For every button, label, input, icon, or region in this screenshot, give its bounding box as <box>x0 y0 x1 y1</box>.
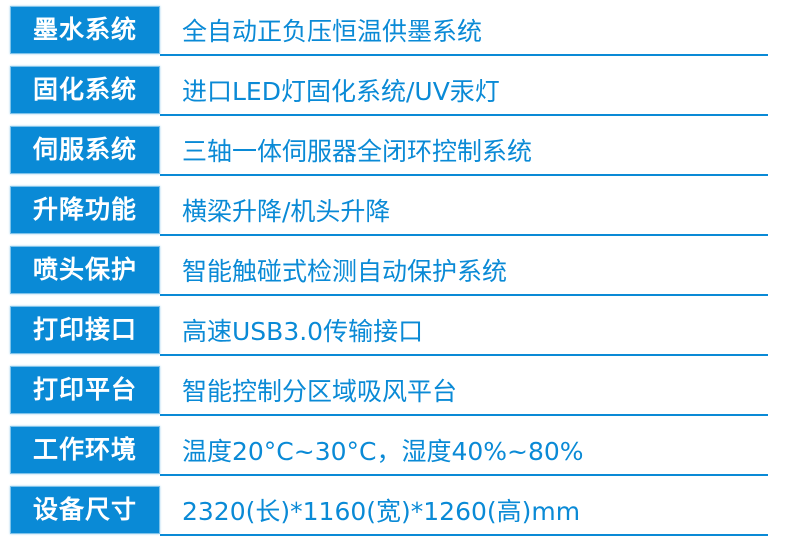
spec-label: 喷头保护 <box>10 246 160 294</box>
spec-value: 三轴一体伺服器全闭环控制系统 <box>182 137 533 166</box>
divider <box>160 294 768 296</box>
spec-row: 升降功能 横梁升降/机头升降 <box>10 186 768 236</box>
spec-label: 打印接口 <box>10 306 160 354</box>
divider <box>160 234 768 236</box>
spec-row: 墨水系统 全自动正负压恒温供墨系统 <box>10 6 768 56</box>
spec-label: 设备尺寸 <box>10 486 160 534</box>
spec-row: 固化系统 进口LED灯固化系统/UV汞灯 <box>10 66 768 116</box>
divider <box>160 114 768 116</box>
spec-row: 工作环境 温度20°C~30°C，湿度40%~80% <box>10 426 768 476</box>
divider <box>160 174 768 176</box>
spec-label: 墨水系统 <box>10 6 160 54</box>
spec-value: 进口LED灯固化系统/UV汞灯 <box>182 77 500 106</box>
spec-label: 伺服系统 <box>10 126 160 174</box>
spec-value: 2320(长)*1160(宽)*1260(高)mm <box>182 497 581 526</box>
divider <box>160 354 768 356</box>
spec-label: 升降功能 <box>10 186 160 234</box>
spec-row: 喷头保护 智能触碰式检测自动保护系统 <box>10 246 768 296</box>
divider <box>160 534 768 536</box>
divider <box>160 474 768 476</box>
spec-row: 打印接口 高速USB3.0传输接口 <box>10 306 768 356</box>
spec-value: 智能控制分区域吸风平台 <box>182 377 458 406</box>
spec-label: 固化系统 <box>10 66 160 114</box>
spec-row: 伺服系统 三轴一体伺服器全闭环控制系统 <box>10 126 768 176</box>
spec-value: 全自动正负压恒温供墨系统 <box>182 17 483 46</box>
divider <box>160 54 768 56</box>
spec-label: 工作环境 <box>10 426 160 474</box>
spec-value: 高速USB3.0传输接口 <box>182 317 424 346</box>
spec-row: 设备尺寸 2320(长)*1160(宽)*1260(高)mm <box>10 486 768 536</box>
spec-label: 打印平台 <box>10 366 160 414</box>
spec-value: 温度20°C~30°C，湿度40%~80% <box>182 437 584 466</box>
spec-value: 横梁升降/机头升降 <box>182 197 391 226</box>
divider <box>160 414 768 416</box>
spec-value: 智能触碰式检测自动保护系统 <box>182 257 508 286</box>
spec-row: 打印平台 智能控制分区域吸风平台 <box>10 366 768 416</box>
